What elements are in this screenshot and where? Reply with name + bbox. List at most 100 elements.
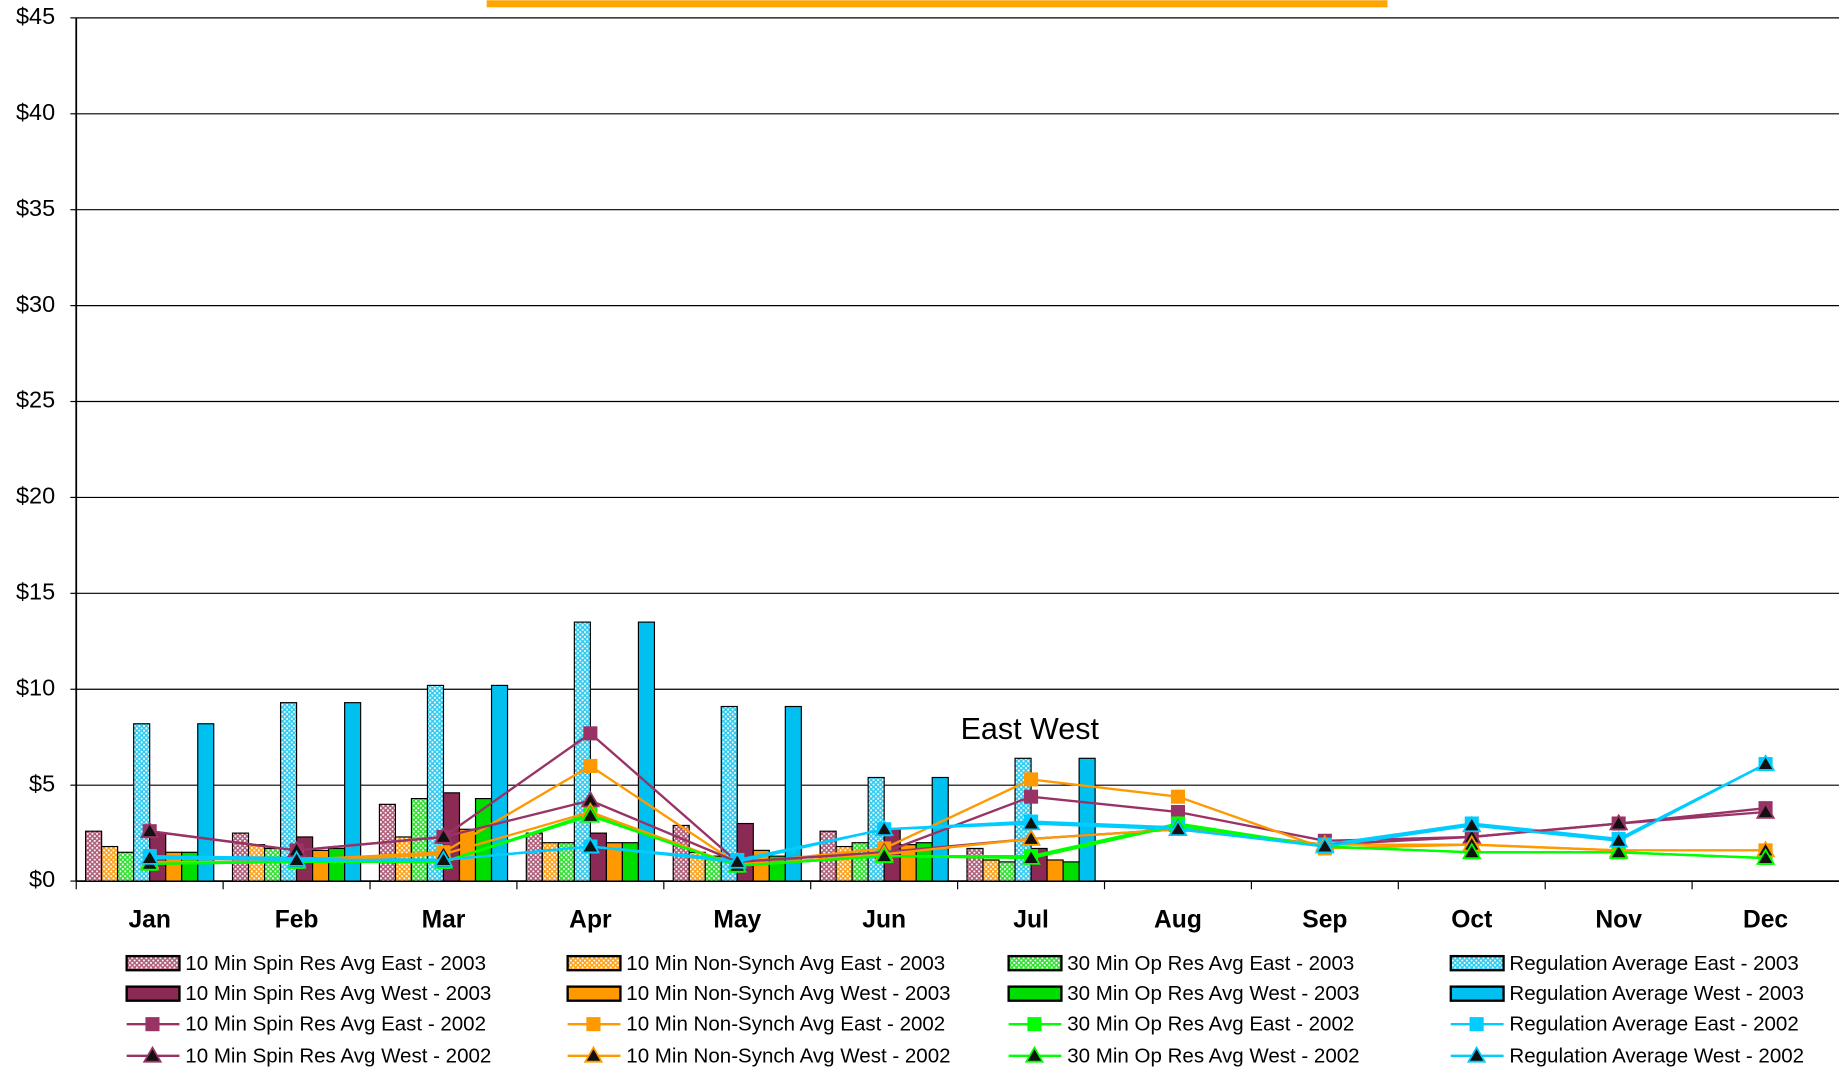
marker <box>433 826 454 844</box>
line <box>149 763 1767 864</box>
y-tick-label: $40 <box>16 99 55 125</box>
marker <box>286 850 307 867</box>
x-tick-label: May <box>713 906 761 933</box>
bar <box>720 705 738 882</box>
legend-label: 30 Min Op Res Avg West - 2003 <box>1067 982 1359 1005</box>
x-tick-label: Mar <box>422 906 466 933</box>
bar <box>966 847 984 882</box>
y-tick-label: $15 <box>16 579 55 605</box>
legend-label: 10 Min Non-Synch Avg East - 2002 <box>626 1013 945 1036</box>
legend-label: 30 Min Op Res Avg East - 2003 <box>1067 952 1354 975</box>
marker <box>1021 848 1041 865</box>
bar <box>851 842 869 882</box>
bar <box>328 847 346 882</box>
legend-label: 10 Min Spin Res Avg West - 2002 <box>185 1044 491 1067</box>
bar <box>474 798 493 882</box>
y-tick-label: $20 <box>16 483 55 509</box>
x-tick-label: Nov <box>1595 906 1642 933</box>
marker <box>1024 772 1039 787</box>
marker <box>1608 813 1629 831</box>
marker <box>139 821 160 838</box>
bar <box>344 702 362 882</box>
marker <box>1755 754 1776 771</box>
legend-label: 30 Min Op Res Avg East - 2002 <box>1067 1013 1354 1036</box>
legend-label: Regulation Average West - 2003 <box>1509 982 1804 1005</box>
bar <box>279 702 298 882</box>
legend-marker <box>1024 1045 1045 1063</box>
bar <box>525 832 543 882</box>
marker <box>580 805 601 823</box>
legend-swatch <box>1449 954 1505 972</box>
bar <box>784 705 802 882</box>
y-tick-label: $10 <box>16 674 55 700</box>
bar <box>85 830 103 882</box>
annotation: East West <box>961 712 1100 746</box>
marker <box>1024 789 1039 804</box>
bar <box>541 842 559 882</box>
legend-label: Regulation Average East - 2002 <box>1509 1013 1798 1036</box>
legend-marker <box>142 1045 163 1063</box>
y-tick-label: $25 <box>16 387 55 413</box>
marker <box>1608 842 1629 860</box>
legend-label: Regulation Average West - 2002 <box>1509 1044 1804 1067</box>
marker <box>1755 802 1776 819</box>
legend-label: 10 Min Non-Synch Avg West - 2003 <box>626 982 950 1005</box>
bar <box>263 847 282 882</box>
x-tick-label: Dec <box>1743 906 1788 933</box>
legend-marker <box>145 1017 160 1032</box>
bar <box>197 723 215 882</box>
legend-label: 10 Min Spin Res Avg East - 2003 <box>185 952 486 975</box>
bar <box>1078 757 1096 882</box>
legend-label: 10 Min Spin Res Avg East - 2002 <box>185 1013 486 1036</box>
marker <box>580 836 601 854</box>
marker <box>727 851 748 869</box>
legend-label: Regulation Average East - 2003 <box>1509 952 1798 975</box>
marker <box>1462 842 1482 860</box>
bar <box>490 684 509 882</box>
legend-swatch <box>1007 954 1063 972</box>
x-tick-label: Jan <box>128 906 170 933</box>
y-tick-label: $0 <box>29 866 55 892</box>
legend-label: 30 Min Op Res Avg West - 2002 <box>1067 1044 1359 1067</box>
marker <box>583 726 598 741</box>
marker <box>1170 789 1185 804</box>
y-tick-label: $5 <box>29 770 55 796</box>
marker <box>874 846 894 863</box>
marker <box>874 819 894 837</box>
legend-swatch <box>1449 985 1505 1002</box>
x-tick-label: Sep <box>1302 906 1347 933</box>
legend-marker <box>1027 1017 1042 1032</box>
marker <box>433 850 454 867</box>
legend-swatch <box>125 985 181 1002</box>
bar <box>117 851 135 882</box>
y-tick-label: $45 <box>16 3 55 29</box>
x-tick-label: Jul <box>1013 906 1049 933</box>
legend-label: 10 Min Non-Synch Avg East - 2003 <box>626 952 945 975</box>
marker <box>1168 819 1188 837</box>
marker <box>1315 836 1335 854</box>
legend-swatch <box>125 954 181 972</box>
line <box>149 814 1766 867</box>
bar <box>998 861 1016 882</box>
legend-marker <box>1469 1017 1484 1032</box>
y-tick-label: $35 <box>16 195 55 221</box>
bar <box>133 723 151 882</box>
marker <box>1021 813 1041 831</box>
legend-marker <box>1466 1045 1487 1063</box>
marker <box>1755 848 1776 865</box>
title-bar <box>486 0 1388 8</box>
x-tick-label: Aug <box>1154 906 1202 933</box>
marker <box>1021 828 1041 846</box>
bar <box>312 849 330 882</box>
x-tick-label: Apr <box>569 906 612 933</box>
bar <box>982 859 1000 882</box>
marker <box>583 758 598 774</box>
legend-swatch <box>566 954 622 972</box>
bar <box>621 842 640 882</box>
legend-swatch <box>1007 985 1063 1002</box>
x-tick-label: Feb <box>275 906 319 933</box>
legend-label: 10 Min Non-Synch Avg West - 2002 <box>626 1044 950 1067</box>
